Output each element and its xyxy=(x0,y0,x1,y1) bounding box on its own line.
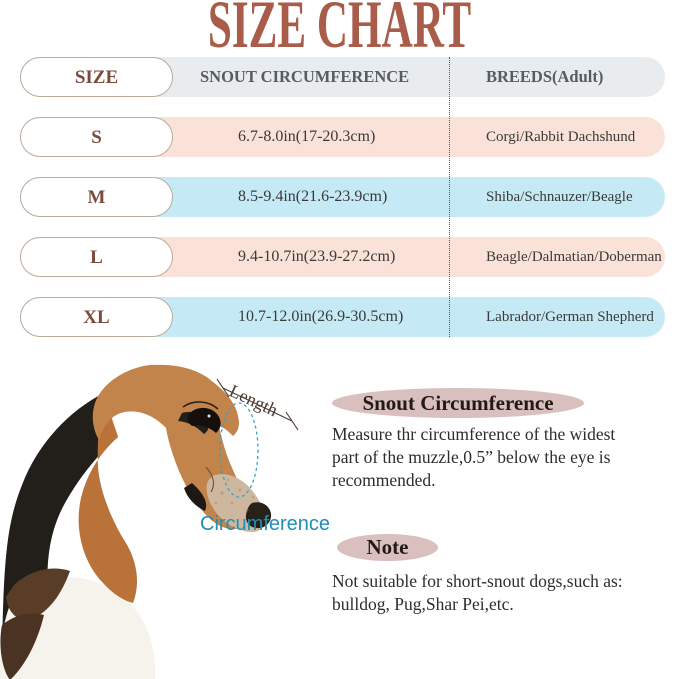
svg-text:Circumference: Circumference xyxy=(200,513,330,535)
